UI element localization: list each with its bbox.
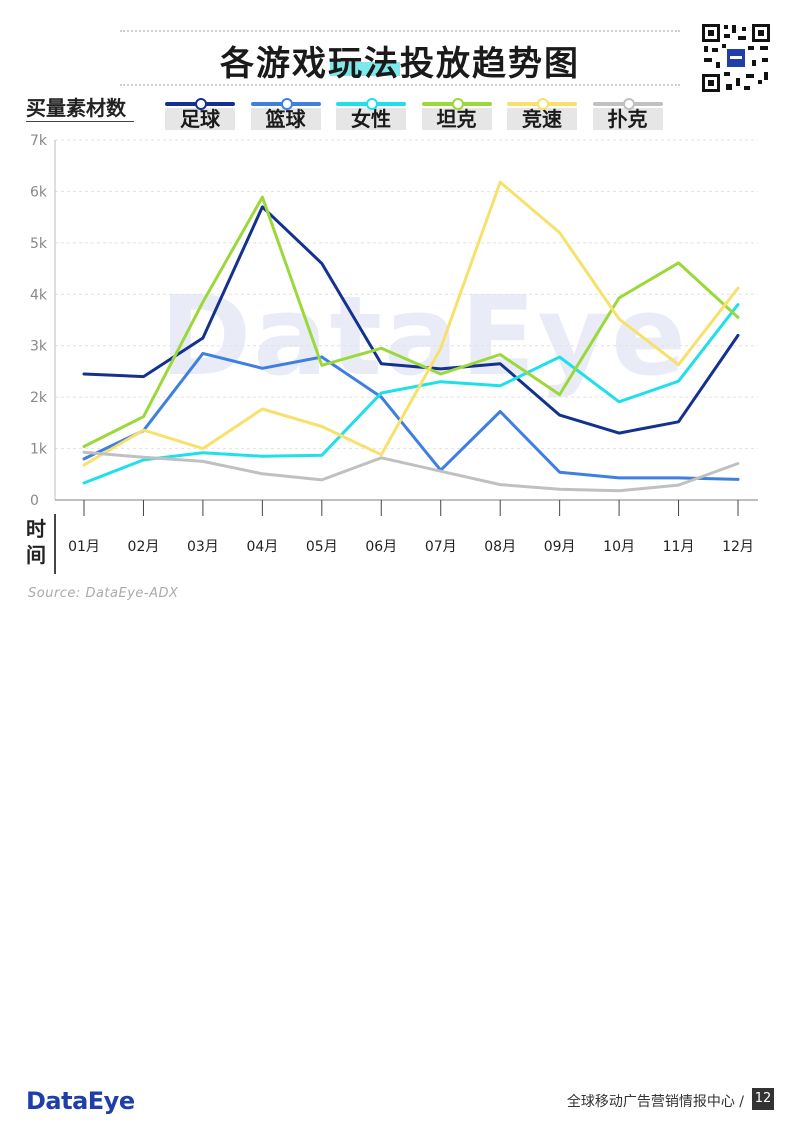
legend-dot-icon [280, 98, 293, 110]
legend-item: 足球 [165, 96, 235, 130]
legend-item: 坦克 [421, 96, 492, 130]
x-tick-label: 10月 [603, 539, 635, 555]
legend-dot-icon [622, 98, 635, 110]
legend-dot-icon [537, 98, 549, 110]
x-tick-label: 04月 [246, 539, 278, 555]
y-tick-label: 5k [30, 236, 48, 252]
y-tick-label: 7k [30, 133, 48, 149]
legend-label: 竞速 [507, 108, 577, 130]
qr-code-icon [700, 22, 772, 94]
series-line-1 [82, 205, 740, 435]
x-tick-label: 06月 [365, 539, 397, 555]
legend-dot-icon [366, 98, 378, 110]
legend-label: 女性 [336, 108, 406, 130]
footer-text: 全球移动广告营销情报中心 / [566, 1094, 744, 1110]
y-tick-label: 6k [30, 184, 48, 200]
page-number: 12 [752, 1088, 774, 1110]
x-tick-label: 11月 [663, 539, 695, 555]
x-tick-label: 09月 [544, 539, 576, 555]
y-tick-label: 1k [30, 442, 48, 458]
y-tick-label: 3k [30, 339, 48, 355]
legend-label: 扑克 [592, 108, 663, 130]
y-tick-label: 4k [30, 287, 48, 303]
line-chart: 0 1k 2k 3k 4k 5k 6k 7k 01月 02月 03月 04月 05月 06月 07月 08月 0… [30, 133, 758, 555]
page-title: 各游戏玩法投放趋势图 [220, 44, 580, 84]
title-bottom-rule [120, 84, 680, 86]
series-line-4 [82, 195, 740, 448]
series-line-3 [82, 303, 740, 485]
series-line-5 [82, 180, 740, 467]
y-axis-label-underline [26, 121, 134, 122]
series-line-6 [82, 450, 740, 493]
x-tick-label: 08月 [484, 539, 516, 555]
x-tick-label: 05月 [306, 539, 338, 555]
legend-item: 扑克 [592, 96, 663, 130]
source-note: Source: DataEye-ADX [28, 586, 179, 601]
x-tick-label: 01月 [68, 539, 100, 555]
title-top-rule [120, 30, 680, 32]
legend-label: 足球 [165, 108, 235, 130]
legend-item: 篮球 [250, 96, 321, 130]
legend-label: 篮球 [250, 108, 321, 130]
legend-dot-icon [195, 98, 207, 110]
footer-logo: DataEye [26, 1087, 135, 1115]
title-highlight [330, 62, 400, 76]
y-axis-label: 买量素材数 [26, 96, 126, 120]
y-tick-label: 0 [30, 493, 39, 509]
legend-item: 女性 [336, 96, 406, 130]
x-tick-label: 03月 [187, 539, 219, 555]
legend-dot-icon [451, 98, 464, 110]
legend-label: 坦克 [421, 108, 492, 130]
x-tick-label: 07月 [425, 539, 457, 555]
y-tick-label: 2k [30, 390, 48, 406]
x-axis-label-bar [54, 514, 56, 574]
x-tick-label: 12月 [722, 539, 754, 555]
legend-item: 竞速 [507, 96, 577, 130]
x-tick-label: 02月 [128, 539, 160, 555]
series-line-2 [82, 351, 740, 481]
x-axis-label: 时间 [26, 517, 46, 567]
